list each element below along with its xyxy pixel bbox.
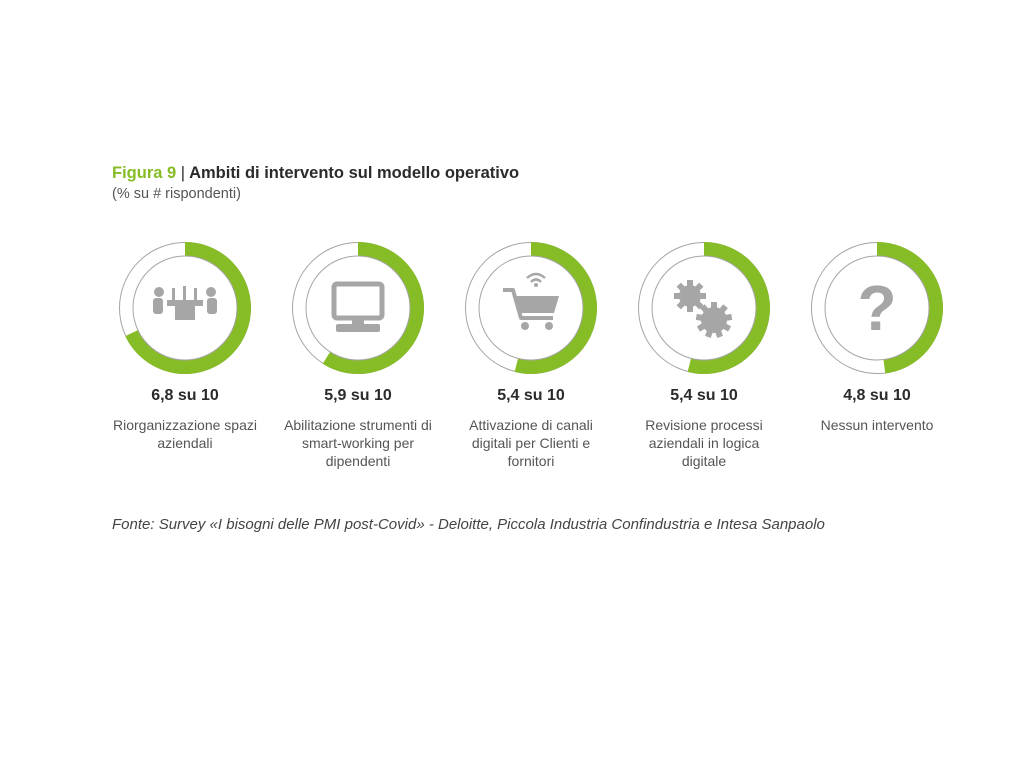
- chart-item: 5,9 su 10 Abilitazione strumenti di smar…: [273, 238, 443, 470]
- donut-segment: [514, 242, 597, 374]
- category-label: Attivazione di canali digitali per Clien…: [469, 417, 593, 469]
- category-label: Riorganizzazione spazi aziendali: [113, 417, 257, 451]
- meeting-table-icon: [153, 286, 217, 320]
- value-label: 5,4 su 10: [497, 387, 565, 404]
- figure-title: Ambiti di intervento sul modello operati…: [189, 164, 520, 182]
- donut-hole: [824, 255, 930, 361]
- category-label: Revisione processi aziendali in logica d…: [645, 417, 763, 469]
- gears-icon: [674, 280, 733, 338]
- chart-item: 6,8 su 10 Riorganizzazione spazi azienda…: [100, 238, 270, 452]
- value-label: 4,8 su 10: [843, 387, 911, 404]
- donut-hole: [305, 255, 411, 361]
- value-label: 5,9 su 10: [324, 387, 392, 404]
- question-mark-icon: ?: [857, 272, 896, 344]
- figure-header: Figura 9 | Ambiti di intervento sul mode…: [112, 162, 519, 204]
- donut-chart-row: 6,8 su 10 Riorganizzazione spazi azienda…: [100, 238, 950, 508]
- donut-chart: [465, 242, 597, 374]
- value-label: 6,8 su 10: [151, 387, 219, 404]
- source-note: Fonte: Survey «I bisogni delle PMI post-…: [112, 516, 825, 533]
- category-label: Nessun intervento: [820, 417, 934, 433]
- chart-item: ? 4,8 su 10 Nessun intervento: [792, 238, 962, 434]
- chart-item: 5,4 su 10 Attivazione di canali digitali…: [446, 238, 616, 470]
- donut-chart: ?: [811, 242, 944, 374]
- shopping-cart-icon: [503, 272, 559, 330]
- category-label: Abilitazione strumenti di smart-working …: [284, 417, 432, 469]
- title-separator: |: [180, 164, 186, 182]
- figure-subtitle: (% su # rispondenti): [112, 186, 241, 202]
- donut-chart: [638, 242, 770, 374]
- donut-segment: [687, 242, 770, 374]
- computer-monitor-icon: [331, 281, 385, 332]
- value-label: 5,4 su 10: [670, 387, 738, 404]
- svg-text:?: ?: [857, 272, 896, 344]
- donut-chart: [292, 242, 424, 374]
- donut-chart: [119, 242, 251, 374]
- donut-segment: [877, 242, 944, 374]
- chart-item: 5,4 su 10 Revisione processi aziendali i…: [619, 238, 789, 470]
- figure-title-line: Figura 9 | Ambiti di intervento sul mode…: [112, 162, 519, 184]
- figure-number: Figura 9: [112, 164, 177, 182]
